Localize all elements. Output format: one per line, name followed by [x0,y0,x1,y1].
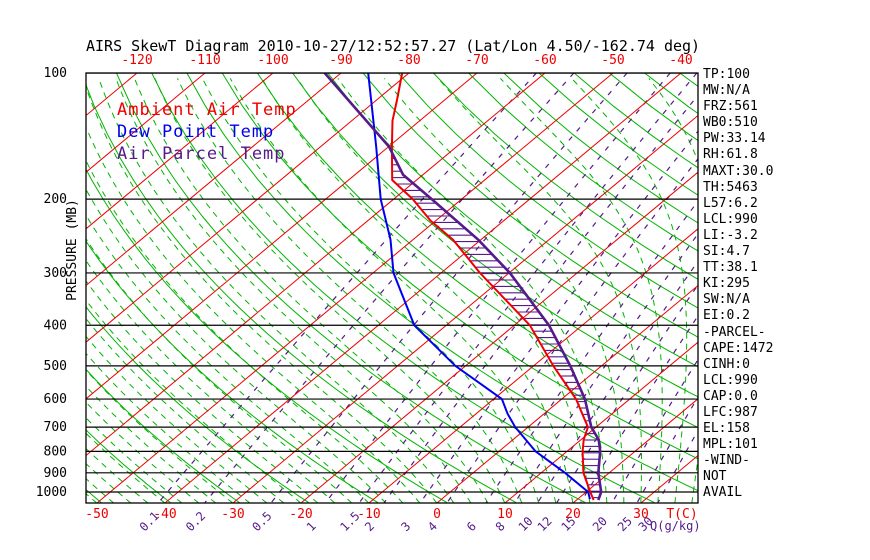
temp-unit-label: T(C) [666,507,697,522]
bottom-temp-tick-label: -30 [221,507,244,522]
parcel-temp-curve [323,73,603,501]
bottom-temp-tick-label: 10 [497,507,513,522]
parameter-item: L57:6.2 [703,195,758,211]
mixing-ratio-tick-label: 6 [464,519,479,534]
legend-air-parcel-temp: Air Parcel Temp [117,144,286,164]
pressure-tick-label: 300 [44,266,67,281]
parameter-item: WB0:510 [703,115,758,131]
bottom-temp-tick-label: -50 [85,507,108,522]
pressure-tick-label: 200 [44,192,67,207]
mixing-ratio-tick-label: 0.2 [183,509,208,534]
mixing-ratio-tick-label: 0.5 [249,509,274,534]
bottom-temp-tick-label: -20 [289,507,312,522]
pressure-tick-label: 700 [44,420,67,435]
parameter-item: MAXT:30.0 [703,163,774,179]
mixing-ratio-tick-label: 3 [398,519,413,534]
pressure-tick-label: 900 [44,466,67,481]
parameter-item: TP:100 [703,67,750,82]
top-temp-tick-label: -90 [329,53,352,68]
parameter-item: FRZ:561 [703,99,758,115]
parameter-item: CINH:0 [703,356,750,372]
parameter-item: CAPE:1472 [703,340,774,356]
parameter-item: LI:-3.2 [703,227,758,243]
parameter-item: PW:33.14 [703,131,766,147]
pressure-tick-label: 500 [44,359,67,374]
parameter-item: LCL:990 [703,211,758,227]
top-temp-tick-label: -60 [533,53,556,68]
top-temp-tick-label: -120 [121,53,152,68]
parameter-item: EL:158 [703,421,750,437]
parameter-item: MW:N/A [703,83,750,99]
top-temp-tick-label: -50 [601,53,624,68]
pressure-tick-label: 1000 [36,485,67,500]
mixing-ratio-tick-label: 25 [615,514,635,534]
legend-ambient-air-temp: Ambient Air Temp [117,100,297,120]
bottom-temp-tick-label: 30 [633,507,649,522]
parameter-item: AVAIL [703,485,743,501]
top-temp-tick-label: -70 [465,53,488,68]
legend-dew-point-temp: Dew Point Temp [117,122,275,142]
parameter-item: MPL:101 [703,437,758,453]
top-temp-tick-label: -100 [257,53,288,68]
parameter-panel: TP:100 MW:N/A FRZ:561 WB0:510 PW:33.14 RH:61.… [703,67,773,502]
parameter-item: KI:295 [703,276,750,292]
pressure-tick-label: 600 [44,392,67,407]
legend: Ambient Air Temp Dew Point Temp Air Parc… [117,99,297,165]
plot-area [86,73,698,503]
parameter-item: -PARCEL- [703,324,766,340]
top-temp-tick-label: -80 [397,53,420,68]
mixing-ratio-tick-label: 20 [590,514,610,534]
pressure-tick-label: 800 [44,444,67,459]
parameter-item: NOT [703,469,727,485]
dew-point-curve [367,73,591,500]
bottom-temp-tick-label: 0 [433,507,441,522]
parameter-item: TT:38.1 [703,260,758,276]
bottom-temp-tick-label: -40 [153,507,176,522]
parameter-item: CAP:0.0 [703,388,758,404]
pressure-tick-label: 400 [44,318,67,333]
bottom-temp-tick-label: -10 [357,507,380,522]
parameter-item: RH:61.8 [703,147,758,163]
top-temp-tick-label: -110 [189,53,220,68]
top-temp-tick-label: -40 [669,53,692,68]
parameter-item: EI:0.2 [703,308,750,324]
mixing-ratio-unit-label: Q(g/kg) [650,519,701,533]
bottom-temp-tick-label: 20 [565,507,581,522]
parameter-item: -WIND- [703,453,750,469]
mixing-ratio-tick-label: 12 [535,514,555,534]
parameter-item: LCL:990 [703,372,758,388]
parameter-item: SW:N/A [703,292,750,308]
ambient-temp-curve [390,73,595,501]
pressure-axis-title: PRESSURE (MB) [65,199,80,301]
parameter-item: TH:5463 [703,179,758,195]
chart-title: AIRS SkewT Diagram 2010-10-27/12:52:57.2… [86,37,701,55]
parameter-item: SI:4.7 [703,244,750,260]
mixing-ratio-tick-label: 10 [516,514,536,534]
parameter-item: LFC:987 [703,404,758,420]
pressure-tick-label: 100 [44,66,67,81]
